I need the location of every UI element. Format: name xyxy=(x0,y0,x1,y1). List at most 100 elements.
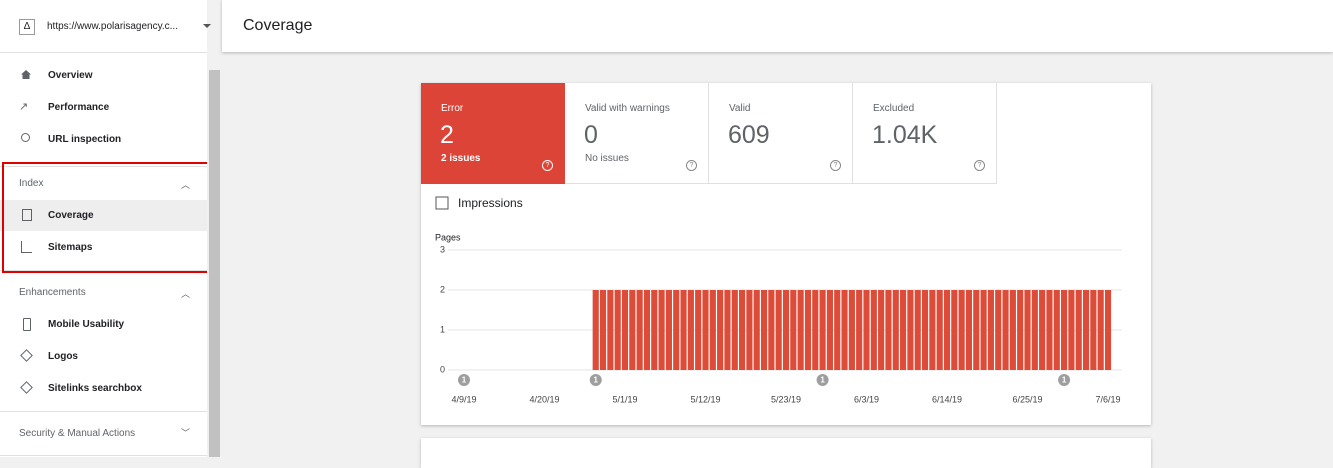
section-title[interactable]: Security & Manual Actions xyxy=(19,428,136,439)
bar xyxy=(753,290,760,370)
bar xyxy=(1002,290,1009,370)
x-tick-label: 6/25/19 xyxy=(1012,394,1042,404)
divider xyxy=(0,455,207,456)
property-selector[interactable]: https://www.polarisagency.c... xyxy=(47,21,178,32)
expand-icon[interactable]: ﹀ xyxy=(181,428,191,438)
bar xyxy=(1104,290,1112,370)
bar xyxy=(1097,290,1104,370)
collapse-icon[interactable]: ︿ xyxy=(181,180,191,190)
bar xyxy=(592,290,599,370)
section-title[interactable]: Enhancements xyxy=(19,287,86,298)
nav-item[interactable]: Overview xyxy=(48,70,93,81)
nav-item[interactable]: Sitemaps xyxy=(48,242,93,253)
chart: Impressions Pages 0 1 2 3 4/9/19 4/20/19 5/1/1… xyxy=(435,196,1122,404)
bar xyxy=(826,290,833,370)
help-icon[interactable]: ? xyxy=(974,160,985,171)
coverage-icon xyxy=(22,209,32,221)
bar xyxy=(1046,290,1053,370)
divider xyxy=(0,52,207,53)
bar xyxy=(673,290,680,370)
bar xyxy=(848,290,855,370)
section-title[interactable]: Index xyxy=(19,178,44,189)
bar xyxy=(892,290,899,370)
annotation-label: 1 xyxy=(820,376,825,385)
divider xyxy=(0,411,207,412)
tile-label: Excluded xyxy=(873,103,915,114)
bar xyxy=(665,290,672,370)
annotation-marker xyxy=(458,374,470,386)
bar xyxy=(856,290,863,370)
performance-icon: ↗ xyxy=(19,101,29,113)
sidebar: Δ https://www.polarisagency.c... Overvie… xyxy=(0,0,216,457)
annotation-marker xyxy=(816,374,829,386)
nav-item[interactable]: URL inspection xyxy=(48,134,122,145)
bar xyxy=(1068,290,1075,370)
selected-highlight xyxy=(0,200,207,231)
help-icon[interactable]: ? xyxy=(830,160,841,171)
legend-label[interactable]: Impressions xyxy=(458,196,523,210)
summary-tile[interactable]: Valid with warnings 0 No issues ? xyxy=(565,83,709,184)
summary-tile[interactable]: Valid 609 ? xyxy=(709,83,853,184)
bar xyxy=(717,290,724,370)
mobile-icon xyxy=(23,318,31,331)
bar xyxy=(599,290,607,370)
help-icon[interactable]: ? xyxy=(686,160,697,171)
bar xyxy=(980,290,987,370)
nav-item[interactable]: Coverage xyxy=(48,210,94,221)
y-tick-label: 2 xyxy=(440,284,445,294)
summary-tile[interactable]: Excluded 1.04K ? xyxy=(853,83,997,184)
bar xyxy=(878,290,885,370)
annotation-label: 1 xyxy=(1062,376,1067,385)
bar xyxy=(651,290,658,370)
bar xyxy=(995,290,1002,370)
bar xyxy=(863,290,870,370)
bar xyxy=(724,290,731,370)
nav-item[interactable]: Sitelinks searchbox xyxy=(48,383,142,394)
bar xyxy=(841,290,848,370)
bar xyxy=(921,290,929,370)
header: Coverage xyxy=(222,0,1333,52)
x-tick-label: 5/12/19 xyxy=(690,394,720,404)
tile-note: No issues xyxy=(585,153,629,164)
bar xyxy=(987,290,994,370)
y-tick-label: 1 xyxy=(440,324,445,334)
nav-item[interactable]: Performance xyxy=(48,102,110,113)
annotation-label: 1 xyxy=(462,376,467,385)
bar xyxy=(1053,290,1060,370)
collapse-icon[interactable]: ︿ xyxy=(181,289,191,299)
dropdown-arrow[interactable] xyxy=(203,24,211,28)
tile-count: 2 xyxy=(440,121,454,149)
tile-count: 0 xyxy=(584,121,598,149)
bar xyxy=(804,290,812,370)
scrollbar-thumb[interactable] xyxy=(209,70,220,457)
annotation-marker xyxy=(589,374,602,386)
bar xyxy=(870,290,877,370)
bar xyxy=(834,290,841,370)
help-icon[interactable]: ? xyxy=(542,160,553,171)
divider xyxy=(0,166,207,167)
summary-tile[interactable]: Error 2 2 issues ? xyxy=(421,83,565,184)
bar xyxy=(1061,290,1068,370)
bar xyxy=(775,290,782,370)
bar xyxy=(702,290,709,370)
bar xyxy=(731,290,738,370)
bar xyxy=(797,290,804,370)
nav-item[interactable]: Mobile Usability xyxy=(48,319,125,330)
sitemaps-icon xyxy=(21,241,32,253)
bar xyxy=(614,290,621,370)
divider xyxy=(0,270,207,271)
nav-item[interactable]: Logos xyxy=(48,351,78,362)
home-icon xyxy=(21,70,31,79)
x-tick-label: 6/3/19 xyxy=(854,394,879,404)
annotation-label: 1 xyxy=(594,376,599,385)
bar xyxy=(1082,290,1090,370)
bar xyxy=(819,290,826,370)
legend-checkbox[interactable] xyxy=(435,196,449,210)
annotation-marker xyxy=(1058,374,1071,386)
bar xyxy=(907,290,914,370)
bar xyxy=(1090,290,1097,370)
y-tick-label: 3 xyxy=(440,244,445,254)
bar xyxy=(709,290,716,370)
bar xyxy=(914,290,921,370)
bar xyxy=(680,290,687,370)
